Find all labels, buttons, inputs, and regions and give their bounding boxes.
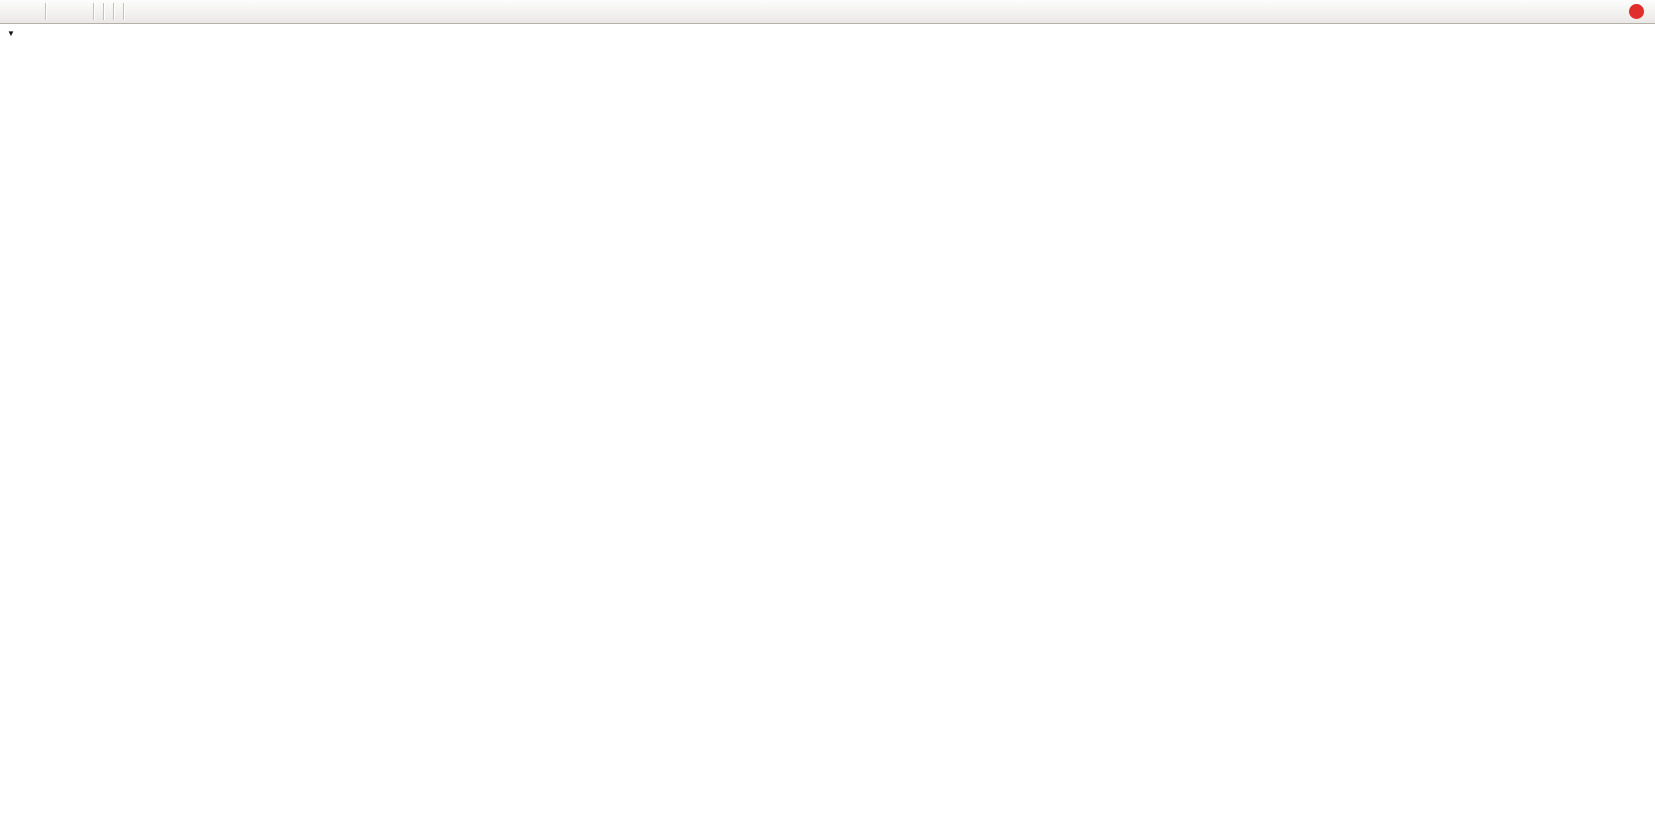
- chart-canvas[interactable]: [0, 24, 1655, 780]
- toolbar-separator: [123, 3, 125, 20]
- collapse-triangle-icon[interactable]: ▼: [7, 29, 15, 38]
- toolbar-separator: [93, 3, 95, 20]
- toolbar-separator: [103, 3, 105, 20]
- toolbar-separator: [45, 3, 47, 20]
- notification-badge[interactable]: [1629, 4, 1644, 19]
- toolbar-separator: [113, 3, 115, 20]
- new-order-button[interactable]: [4, 1, 41, 22]
- autotrading-button[interactable]: [52, 1, 89, 22]
- search-icon[interactable]: [1601, 1, 1622, 22]
- chart-title: ▼: [7, 29, 25, 38]
- toolbar-right-group: [1601, 1, 1651, 22]
- autotrading-icon: [58, 1, 79, 22]
- new-order-icon: [10, 1, 31, 22]
- chart-window: ▼: [0, 24, 1655, 827]
- main-toolbar: [0, 0, 1655, 24]
